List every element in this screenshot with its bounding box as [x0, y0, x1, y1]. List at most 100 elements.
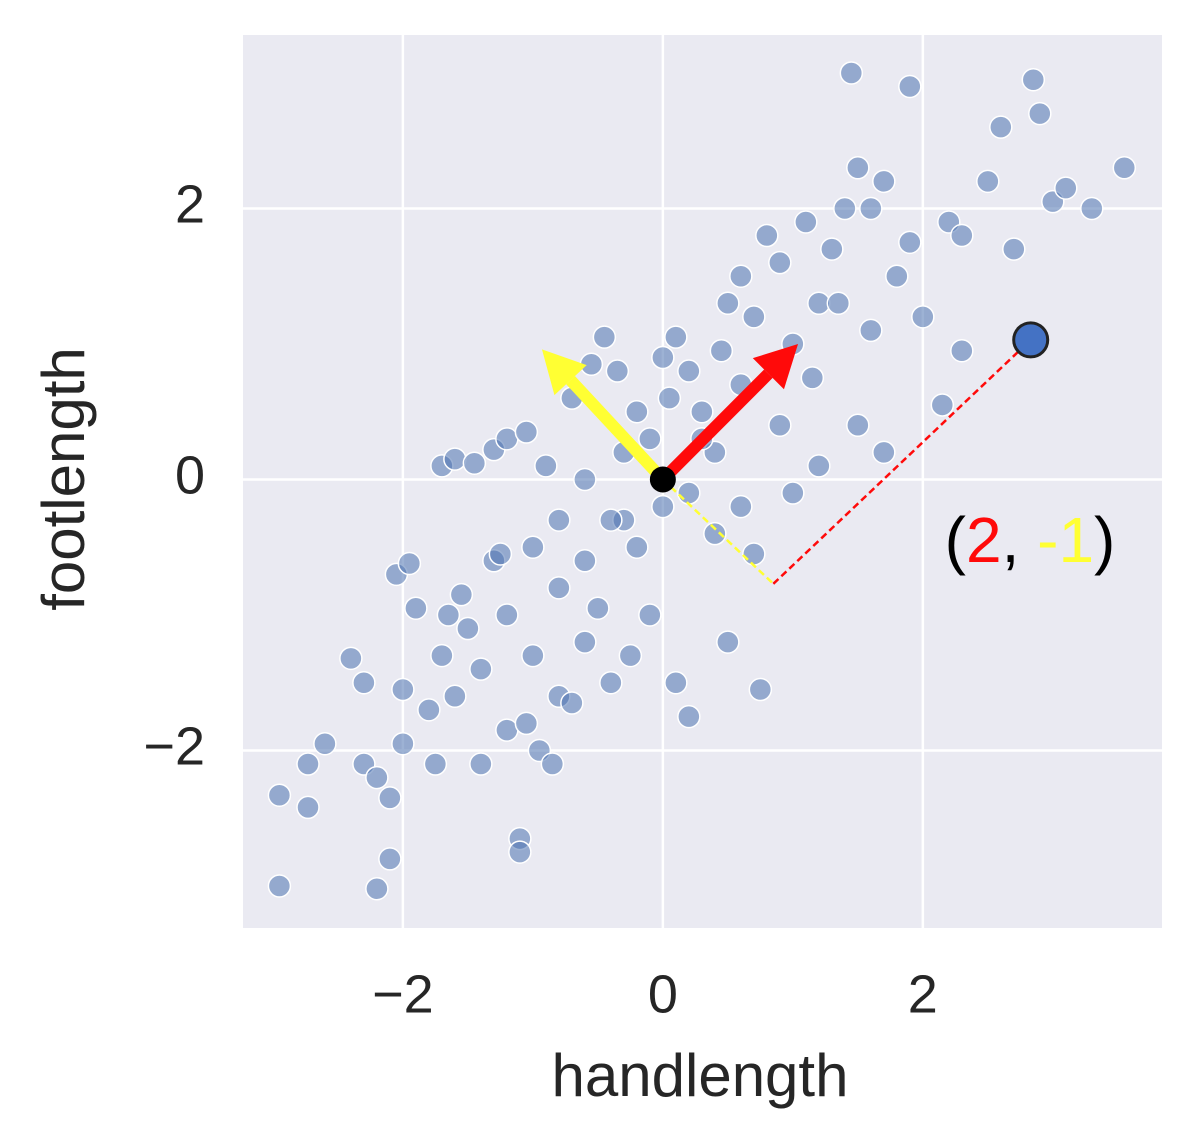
point — [449, 582, 474, 607]
point — [547, 508, 571, 532]
y-tick-label: 0 — [175, 446, 205, 506]
y-axis-label: footlength — [30, 347, 97, 611]
point — [657, 386, 682, 410]
point — [625, 535, 649, 559]
point — [391, 731, 415, 756]
projection-line — [661, 478, 775, 585]
point — [365, 876, 389, 901]
point — [560, 691, 584, 715]
point — [573, 630, 597, 654]
point — [423, 752, 448, 776]
point — [709, 338, 734, 363]
point — [540, 752, 565, 776]
point — [859, 196, 883, 221]
point — [677, 704, 701, 729]
point — [872, 169, 896, 194]
point — [443, 684, 467, 709]
point — [267, 874, 292, 898]
point — [313, 731, 337, 756]
point — [592, 325, 617, 349]
point — [976, 169, 1000, 194]
point — [664, 670, 688, 695]
point — [703, 521, 727, 546]
point — [599, 508, 623, 532]
point — [296, 795, 320, 820]
point — [677, 359, 701, 383]
points — [267, 61, 1137, 901]
point — [521, 643, 545, 668]
point — [839, 61, 864, 85]
vector-shaft — [658, 369, 773, 484]
point — [872, 440, 896, 465]
point — [378, 847, 402, 871]
point — [534, 454, 558, 478]
point — [898, 230, 922, 255]
point — [651, 345, 675, 370]
point — [898, 74, 922, 99]
point — [547, 576, 571, 600]
point — [833, 196, 857, 221]
point — [1028, 101, 1052, 126]
point — [755, 223, 779, 248]
point — [599, 670, 623, 695]
projection-line — [772, 338, 1032, 585]
point — [462, 451, 487, 475]
point — [573, 549, 597, 573]
point — [742, 305, 766, 329]
point — [378, 786, 402, 810]
point — [664, 325, 688, 349]
label-part: ( — [945, 504, 966, 576]
x-axis-label: handlength — [552, 1042, 849, 1109]
point — [768, 413, 792, 438]
label-part: ) — [1094, 504, 1115, 576]
point — [989, 115, 1013, 139]
x-tick-label: 2 — [908, 964, 938, 1024]
y-tick-label: −2 — [143, 717, 205, 777]
point — [469, 752, 493, 776]
point — [729, 494, 753, 519]
point — [846, 156, 870, 180]
point — [365, 765, 389, 790]
point — [885, 264, 909, 288]
vector-head — [752, 343, 799, 390]
point — [794, 210, 818, 234]
point — [742, 542, 766, 566]
label-part: -1 — [1037, 504, 1094, 576]
point — [807, 291, 831, 316]
point — [514, 711, 539, 736]
label-part: , — [1002, 504, 1038, 576]
point — [859, 318, 883, 343]
point — [820, 237, 844, 261]
highlight-point — [1012, 321, 1050, 359]
point — [339, 646, 363, 671]
plot-area — [243, 35, 1162, 928]
origin-point — [649, 466, 676, 493]
point — [748, 677, 773, 702]
point — [469, 657, 493, 681]
point — [573, 467, 597, 492]
point — [618, 643, 643, 668]
point — [651, 494, 675, 519]
point — [430, 643, 454, 668]
point — [605, 359, 630, 383]
point — [768, 250, 792, 275]
point — [514, 420, 539, 444]
point — [800, 366, 825, 390]
point — [443, 447, 467, 471]
point — [638, 427, 662, 451]
point — [521, 535, 545, 559]
point — [729, 264, 753, 288]
label-part: 2 — [966, 504, 1002, 576]
point — [930, 393, 955, 417]
point — [781, 481, 805, 505]
point — [417, 698, 441, 722]
x-tick-label: −2 — [372, 964, 434, 1024]
point — [495, 718, 519, 742]
point — [690, 399, 714, 424]
point — [950, 223, 974, 248]
point — [495, 603, 519, 627]
point — [677, 481, 701, 505]
point — [267, 783, 292, 807]
point — [456, 616, 480, 641]
